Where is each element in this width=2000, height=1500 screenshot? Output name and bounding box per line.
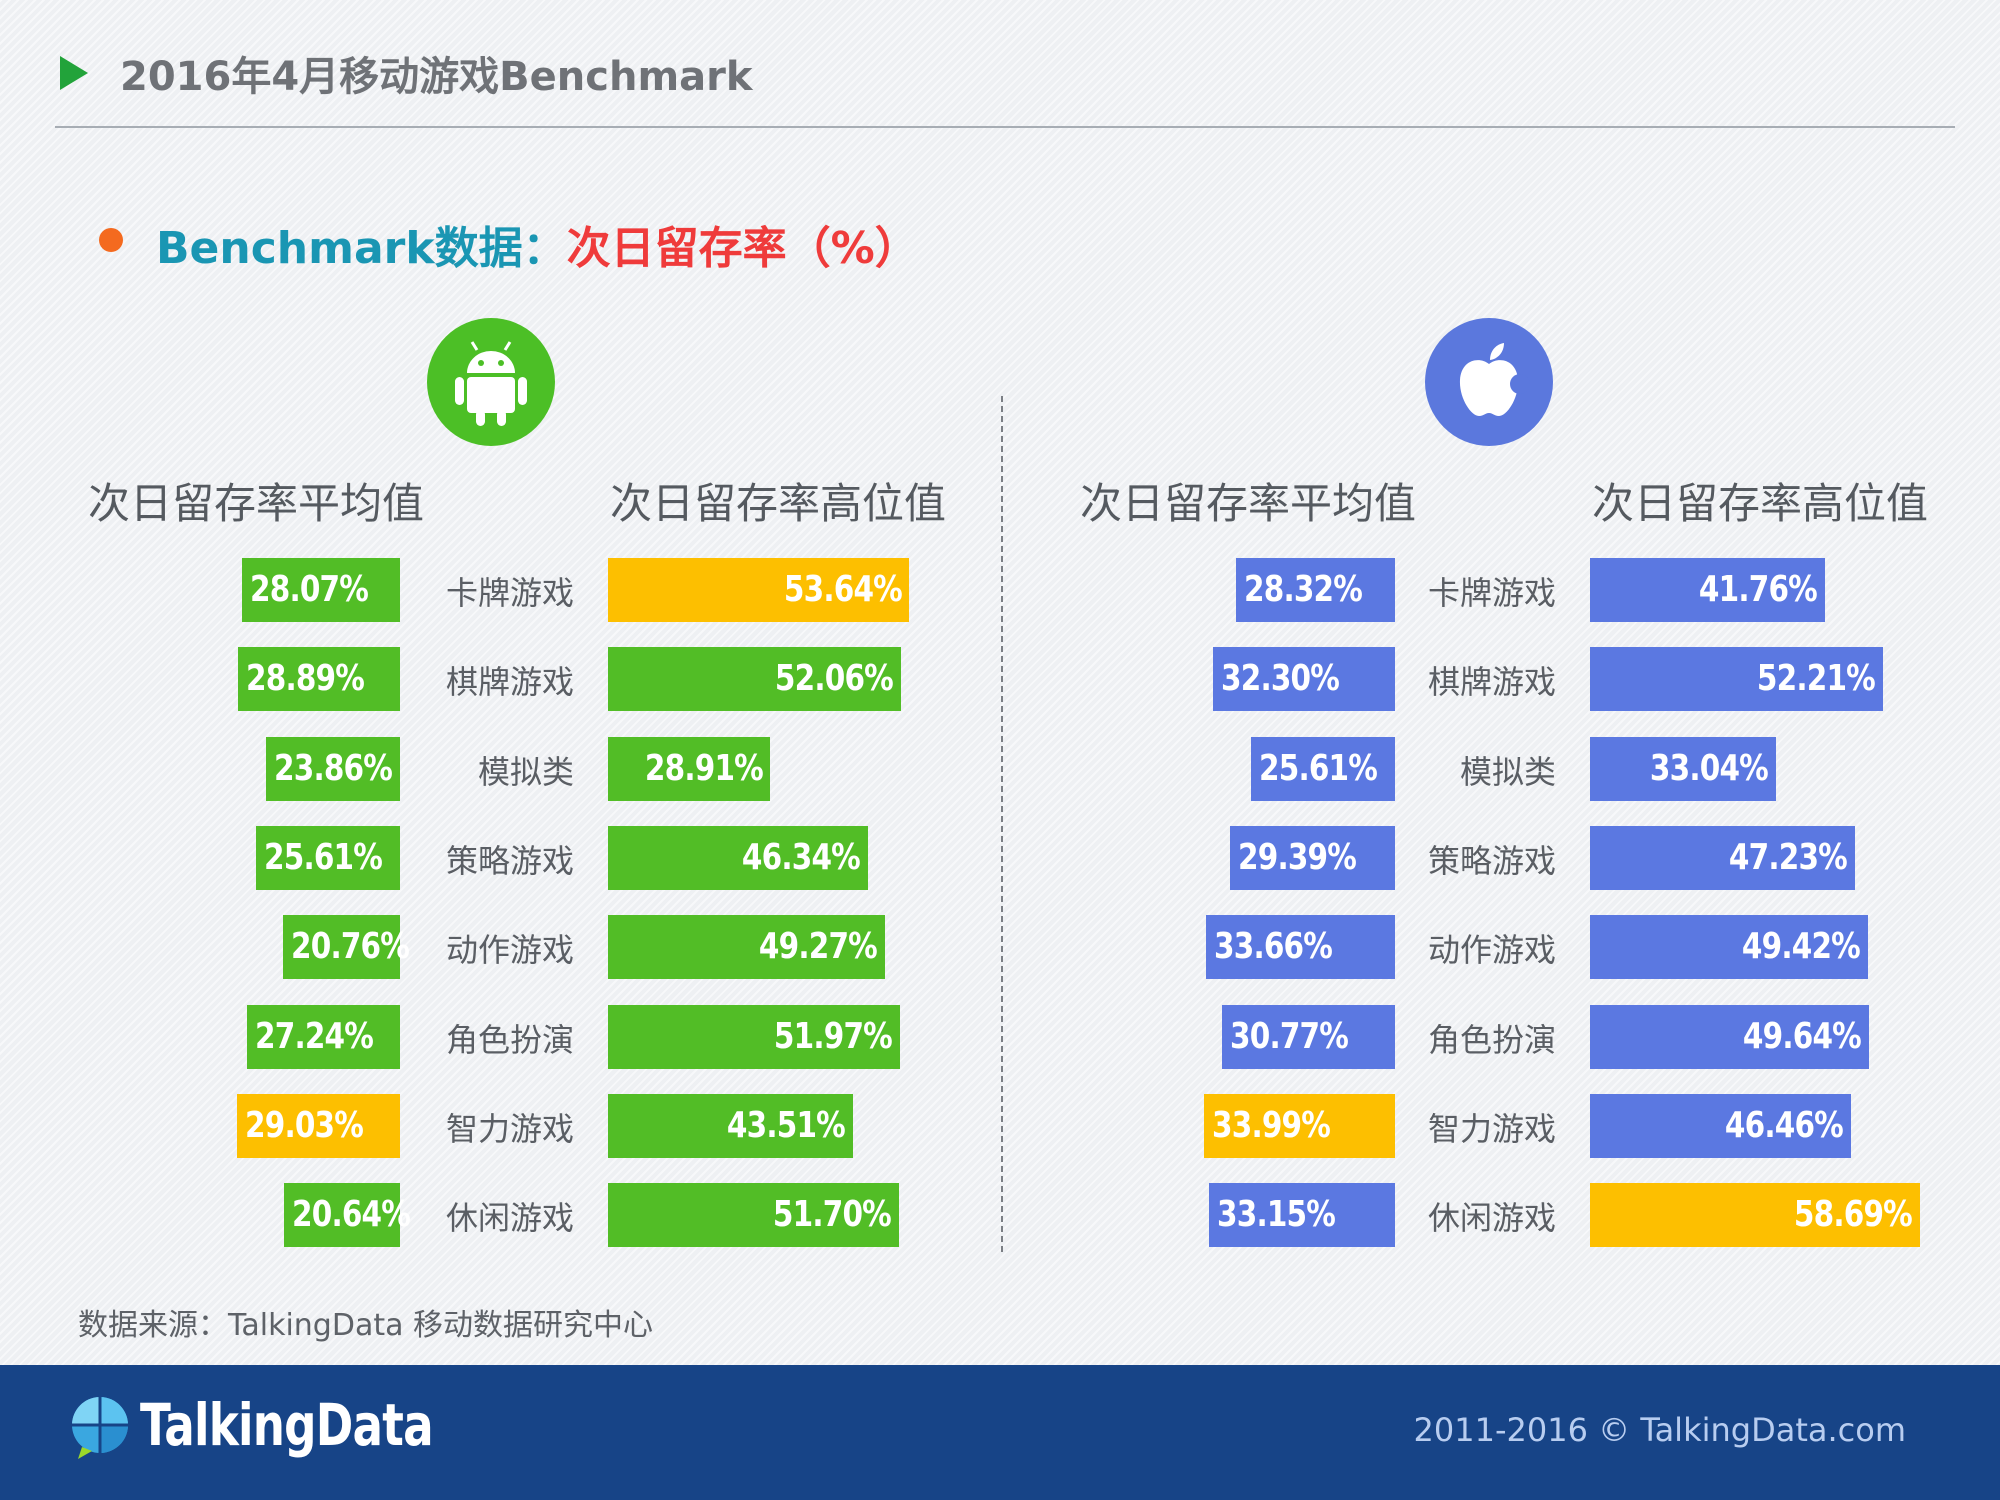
panel-divider — [1001, 396, 1003, 1252]
android-avg-header: 次日留存率平均值 — [88, 479, 425, 528]
ios-high-bar-7: 58.69% — [1590, 1183, 1920, 1248]
android-high-bar-3: 46.34% — [608, 825, 869, 890]
data-source: 数据来源：TalkingData 移动数据研究中心 — [78, 1308, 654, 1343]
android-category-label-6: 智力游戏 — [445, 1109, 574, 1148]
android-high-bar-1: 52.06% — [608, 647, 901, 712]
android-high-value-label-2: 28.91% — [644, 747, 763, 789]
android-high-bar-7: 51.70% — [608, 1183, 899, 1248]
ios-category-label-2: 模拟类 — [1459, 752, 1556, 791]
android-avg-bar-7: 20.64% — [284, 1183, 411, 1248]
android-high-bar-0: 53.64% — [608, 558, 910, 622]
android-high-bar-2: 28.91% — [608, 736, 771, 801]
footer-bar: TalkingData 2011-2016 © TalkingData.com — [0, 1365, 2000, 1500]
android-icon — [427, 318, 555, 446]
ios-high-bar-6: 46.46% — [1590, 1093, 1852, 1158]
android-high-value-label-5: 51.97% — [774, 1015, 893, 1057]
ios-avg-value-label-1: 32.30% — [1221, 658, 1340, 700]
ios-avg-header: 次日留存率平均值 — [1080, 479, 1417, 528]
android-avg-bar-6: 29.03% — [236, 1093, 400, 1158]
ios-avg-value-label-7: 33.15% — [1216, 1194, 1336, 1236]
ios-avg-bar-5: 30.77% — [1222, 1004, 1395, 1069]
android-avg-value-label-4: 20.76% — [291, 926, 410, 968]
ios-high-value-label-4: 49.42% — [1741, 926, 1861, 968]
ios-high-bar-1: 52.21% — [1590, 647, 1884, 712]
ios-avg-bar-2: 25.61% — [1251, 736, 1395, 801]
ios-high-bar-5: 49.64% — [1590, 1004, 1869, 1069]
ios-avg-bar-1: 32.30% — [1213, 647, 1395, 712]
ios-high-bar-2: 33.04% — [1590, 736, 1776, 801]
copyright-text: 2011-2016 © TalkingData.com — [1413, 1411, 1906, 1449]
apple-icon — [1425, 318, 1553, 446]
ios-high-value-label-0: 41.76% — [1698, 569, 1818, 610]
android-high-value-label-7: 51.70% — [772, 1194, 892, 1236]
ios-category-label-3: 策略游戏 — [1427, 841, 1556, 880]
android-high-bar-6: 43.51% — [608, 1093, 853, 1158]
android-avg-bar-5: 27.24% — [246, 1004, 400, 1069]
android-high-bar-4: 49.27% — [608, 915, 885, 980]
android-high-value-label-6: 43.51% — [726, 1104, 845, 1146]
ios-category-label-5: 角色扮演 — [1427, 1020, 1556, 1059]
ios-high-value-label-6: 46.46% — [1725, 1104, 1844, 1146]
ios-avg-value-label-4: 33.66% — [1213, 926, 1333, 968]
android-avg-value-label-2: 23.86% — [273, 747, 393, 789]
android-high-bar-5: 51.97% — [608, 1004, 901, 1069]
android-avg-bar-3: 25.61% — [256, 825, 400, 890]
ios-high-value-label-2: 33.04% — [1649, 747, 1769, 789]
ios-category-label-7: 休闲游戏 — [1427, 1199, 1556, 1238]
android-category-label-4: 动作游戏 — [445, 931, 574, 970]
talkingdata-logo-icon — [68, 1395, 132, 1459]
ios-avg-value-label-0: 28.32% — [1243, 569, 1363, 610]
brand-logo-text: TalkingData — [140, 1391, 434, 1459]
android-avg-value-label-7: 20.64% — [292, 1194, 411, 1236]
ios-avg-value-label-6: 33.99% — [1211, 1104, 1331, 1146]
android-high-value-label-0: 53.64% — [783, 569, 902, 610]
android-category-label-3: 策略游戏 — [445, 841, 574, 880]
android-high-header: 次日留存率高位值 — [610, 479, 947, 528]
ios-high-bar-0: 41.76% — [1590, 558, 1825, 622]
ios-avg-bar-6: 33.99% — [1203, 1093, 1395, 1158]
ios-category-label-6: 智力游戏 — [1427, 1109, 1556, 1148]
ios-high-value-label-1: 52.21% — [1757, 658, 1876, 700]
android-high-value-label-4: 49.27% — [758, 926, 878, 968]
android-avg-bar-1: 28.89% — [237, 647, 400, 712]
ios-avg-value-label-5: 30.77% — [1230, 1015, 1349, 1057]
ios-category-label-4: 动作游戏 — [1427, 931, 1556, 970]
android-category-label-2: 模拟类 — [477, 752, 574, 791]
android-category-label-1: 棋牌游戏 — [445, 663, 574, 702]
android-high-value-label-1: 52.06% — [774, 658, 894, 700]
ios-high-bar-3: 47.23% — [1590, 825, 1856, 890]
android-avg-bar-4: 20.76% — [283, 915, 410, 980]
ios-high-value-label-7: 58.69% — [1793, 1194, 1913, 1236]
android-avg-value-label-1: 28.89% — [245, 658, 365, 700]
android-category-label-0: 卡牌游戏 — [445, 574, 574, 612]
ios-high-value-label-5: 49.64% — [1742, 1015, 1862, 1057]
ios-avg-bar-7: 33.15% — [1208, 1183, 1395, 1248]
ios-avg-bar-4: 33.66% — [1205, 915, 1395, 980]
android-category-label-5: 角色扮演 — [445, 1020, 574, 1059]
android-avg-bar-2: 23.86% — [265, 736, 400, 801]
android-avg-value-label-3: 25.61% — [264, 836, 383, 878]
header-divider — [55, 126, 1955, 128]
android-avg-bar-0: 28.07% — [242, 558, 400, 622]
ios-avg-value-label-2: 25.61% — [1259, 747, 1378, 789]
android-category-label-7: 休闲游戏 — [445, 1199, 574, 1238]
ios-avg-bar-0: 28.32% — [1235, 558, 1395, 622]
android-avg-value-label-5: 27.24% — [254, 1015, 374, 1057]
ios-high-bar-4: 49.42% — [1590, 915, 1868, 980]
ios-high-header: 次日留存率高位值 — [1592, 479, 1929, 528]
ios-avg-bar-3: 29.39% — [1229, 825, 1395, 890]
ios-high-value-label-3: 47.23% — [1729, 836, 1848, 878]
ios-category-label-1: 棋牌游戏 — [1427, 663, 1556, 702]
bullet-dot-icon — [99, 228, 123, 252]
ios-avg-value-label-3: 29.39% — [1237, 836, 1357, 878]
android-high-value-label-3: 46.34% — [742, 836, 861, 878]
header-arrow-icon — [60, 56, 88, 90]
chart-subtitle: Benchmark数据：次日留存率（%） — [156, 212, 919, 276]
android-avg-value-label-0: 28.07% — [250, 569, 369, 610]
android-avg-value-label-6: 29.03% — [244, 1104, 364, 1146]
page-title: 2016年4月移动游戏Benchmark — [120, 54, 753, 100]
subtitle-part2: 次日留存率（%） — [566, 223, 919, 274]
subtitle-part1: Benchmark数据： — [156, 223, 567, 274]
ios-category-label-0: 卡牌游戏 — [1427, 574, 1556, 612]
